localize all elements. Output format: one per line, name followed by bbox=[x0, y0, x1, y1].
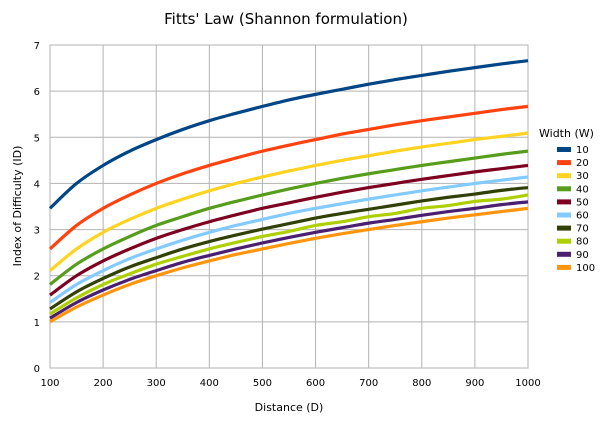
chart-title: Fitts' Law (Shannon formulation) bbox=[164, 10, 408, 28]
series-line-10 bbox=[48, 59, 529, 210]
y-tick-label: 2 bbox=[34, 272, 40, 283]
legend-label-100: 100 bbox=[576, 263, 595, 274]
y-tick-label: 0 bbox=[34, 364, 40, 375]
x-tick-label: 1000 bbox=[515, 378, 540, 389]
legend-label-90: 90 bbox=[576, 250, 589, 261]
legend-swatch-50 bbox=[557, 199, 571, 205]
legend-label-70: 70 bbox=[576, 224, 589, 235]
legend-swatch-90 bbox=[557, 251, 571, 257]
x-tick-label: 600 bbox=[306, 378, 325, 389]
series-lines bbox=[48, 59, 529, 324]
series-line-100 bbox=[49, 206, 529, 324]
x-tick-label: 800 bbox=[412, 378, 431, 389]
legend-title: Width (W) bbox=[539, 127, 594, 140]
legend-label-80: 80 bbox=[576, 237, 589, 248]
x-tick-label: 300 bbox=[147, 378, 166, 389]
legend-items: 10 20 30 40 50 60 70 80 90 100 bbox=[557, 145, 595, 274]
x-tick-label: 500 bbox=[253, 378, 272, 389]
x-axis-title: Distance (D) bbox=[255, 401, 324, 414]
series-line-70 bbox=[49, 185, 529, 311]
legend-label-50: 50 bbox=[576, 197, 589, 208]
legend-swatch-100 bbox=[557, 264, 571, 270]
x-tick-label: 200 bbox=[94, 378, 113, 389]
legend-swatch-40 bbox=[557, 186, 571, 192]
series-line-60 bbox=[49, 175, 529, 304]
legend: Width (W) 10 20 30 40 50 60 70 80 90 100 bbox=[539, 127, 595, 274]
y-tick-label: 1 bbox=[34, 318, 40, 329]
y-axis-title: Index of Difficulty (ID) bbox=[11, 146, 24, 267]
y-tick-label: 4 bbox=[34, 179, 40, 190]
y-tick-label: 6 bbox=[34, 87, 40, 98]
series-line-20 bbox=[48, 104, 529, 251]
legend-swatch-80 bbox=[557, 238, 571, 244]
legend-swatch-20 bbox=[557, 160, 571, 166]
legend-label-20: 20 bbox=[576, 158, 589, 169]
legend-label-30: 30 bbox=[576, 171, 589, 182]
y-tick-label: 5 bbox=[34, 133, 40, 144]
legend-swatch-70 bbox=[557, 225, 571, 231]
series-line-50 bbox=[49, 163, 529, 297]
grid bbox=[50, 45, 528, 368]
legend-swatch-10 bbox=[557, 147, 571, 152]
x-tick-label: 700 bbox=[359, 378, 378, 389]
series-line-80 bbox=[49, 193, 529, 316]
legend-label-10: 10 bbox=[576, 145, 589, 156]
series-line-90 bbox=[49, 200, 529, 320]
y-tick-label: 7 bbox=[34, 41, 40, 52]
legend-label-60: 60 bbox=[576, 211, 589, 222]
tick-labels: 100 200 300 400 500 600 700 800 900 1000 0 1 2 3 4 5 6 7 bbox=[34, 41, 541, 389]
series-line-30 bbox=[48, 131, 529, 272]
x-tick-label: 400 bbox=[200, 378, 219, 389]
legend-swatch-60 bbox=[557, 212, 571, 218]
x-tick-label: 900 bbox=[465, 378, 484, 389]
x-tick-label: 100 bbox=[40, 378, 59, 389]
series-line-40 bbox=[49, 149, 529, 286]
plot-area bbox=[49, 44, 529, 369]
y-tick-label: 3 bbox=[34, 226, 40, 237]
legend-swatch-30 bbox=[557, 173, 571, 179]
legend-label-40: 40 bbox=[576, 184, 589, 195]
